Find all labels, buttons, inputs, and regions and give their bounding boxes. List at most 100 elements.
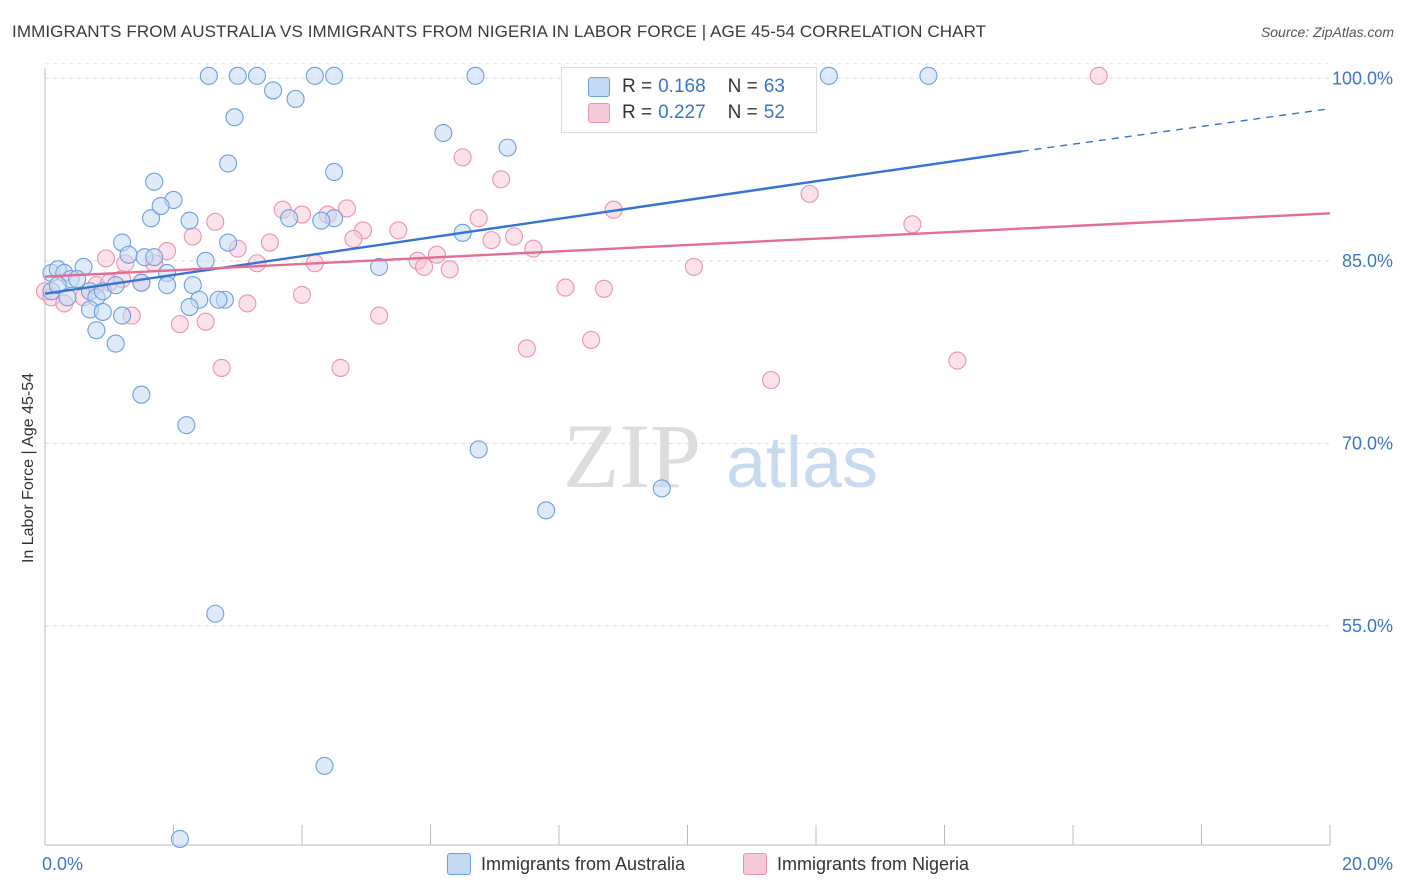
legend-item-australia[interactable]: Immigrants from Australia	[447, 852, 685, 876]
nigeria-legend-label: Immigrants from Nigeria	[777, 853, 970, 874]
nigeria-point	[238, 294, 257, 313]
legend-row-nigeria: R = 0.227 N = 52	[588, 101, 785, 125]
source-credit: Source: ZipAtlas.com	[1260, 24, 1394, 40]
australia-trend-extension	[1021, 107, 1331, 152]
australia-point	[305, 66, 324, 85]
r-label: R =	[622, 102, 653, 123]
australia-point	[228, 66, 247, 85]
australia-point	[132, 385, 151, 404]
australia-point	[141, 209, 161, 228]
n-label: N =	[727, 102, 758, 123]
nigeria-point	[292, 285, 312, 304]
australia-point	[219, 154, 238, 173]
nigeria-trend-line	[44, 212, 1331, 278]
chart-title: IMMIGRANTS FROM AUSTRALIA VS IMMIGRANTS …	[12, 22, 987, 41]
australia-point	[466, 66, 485, 85]
nigeria-point	[260, 233, 279, 252]
nigeria-point	[170, 315, 189, 334]
data-points	[35, 66, 1108, 848]
australia-point	[219, 233, 238, 252]
australia-point	[209, 290, 228, 309]
nigeria-point	[594, 279, 614, 298]
australia-point	[919, 66, 938, 85]
y-tick-label: 70.0%	[1342, 433, 1393, 453]
nigeria-point	[337, 199, 357, 218]
nigeria-n-value: 52	[763, 102, 785, 123]
nigeria-point	[370, 306, 389, 325]
australia-point	[286, 89, 305, 108]
australia-point	[58, 288, 77, 307]
australia-point	[312, 211, 331, 230]
australia-point	[145, 248, 164, 267]
nigeria-point	[482, 231, 501, 250]
watermark-zip: ZIP	[563, 405, 701, 507]
australia-point	[132, 273, 151, 292]
y-tick-label: 100.0%	[1332, 68, 1393, 88]
australia-swatch	[588, 77, 610, 97]
r-label: R =	[622, 76, 653, 97]
watermark-atlas: atlas	[726, 423, 878, 503]
tick-labels: 55.0% 70.0% 85.0% 100.0% 0.0% 20.0%	[42, 68, 1393, 874]
y-tick-label: 85.0%	[1342, 251, 1393, 271]
australia-point	[93, 302, 112, 321]
australia-point	[370, 257, 389, 276]
watermark: ZIP atlas	[563, 405, 878, 507]
australia-point	[498, 138, 517, 157]
nigeria-point	[183, 227, 202, 246]
australia-n-value: 63	[763, 76, 785, 97]
australia-point	[537, 501, 556, 520]
australia-point	[113, 306, 132, 325]
trend-lines	[44, 107, 1331, 295]
australia-point	[315, 756, 334, 775]
australia-point	[170, 829, 189, 848]
nigeria-point	[761, 371, 781, 390]
australia-legend-swatch	[447, 853, 471, 875]
nigeria-point	[504, 227, 524, 246]
australia-point	[196, 251, 215, 270]
nigeria-point	[800, 184, 819, 203]
stats-legend: R = 0.168 N = 63 R = 0.227 N = 52	[561, 67, 817, 133]
legend-item-nigeria[interactable]: Immigrants from Nigeria	[743, 852, 969, 876]
nigeria-point	[469, 209, 488, 228]
nigeria-legend-swatch	[743, 853, 767, 875]
nigeria-r-value: 0.227	[658, 102, 706, 123]
axes	[44, 68, 1331, 846]
australia-trend-line	[44, 150, 1022, 295]
australia-point	[206, 604, 225, 623]
australia-point	[180, 298, 199, 317]
australia-point	[180, 211, 199, 230]
nigeria-point	[684, 257, 703, 276]
australia-point	[247, 66, 267, 85]
australia-r-value: 0.168	[658, 76, 706, 97]
australia-point	[199, 66, 218, 85]
australia-point	[119, 245, 138, 264]
australia-point	[225, 108, 244, 127]
australia-point	[434, 123, 453, 143]
nigeria-point	[212, 358, 231, 377]
nigeria-point	[440, 260, 459, 279]
australia-point	[264, 81, 283, 100]
nigeria-point	[196, 312, 215, 331]
australia-point	[151, 196, 170, 216]
australia-point	[106, 334, 125, 353]
australia-point	[652, 479, 671, 498]
grid-lines	[45, 63, 1330, 627]
x-tick-label-min: 0.0%	[42, 854, 83, 874]
nigeria-point	[389, 221, 408, 240]
nigeria-point	[427, 245, 446, 264]
nigeria-point	[492, 170, 511, 189]
nigeria-point	[556, 278, 575, 297]
australia-point	[325, 66, 344, 85]
nigeria-point	[517, 339, 536, 358]
nigeria-point	[1089, 66, 1108, 85]
legend-row-australia: R = 0.168 N = 63	[588, 75, 785, 99]
nigeria-point	[948, 351, 967, 370]
australia-point	[158, 276, 177, 295]
nigeria-point	[453, 148, 472, 167]
nigeria-point	[582, 330, 601, 349]
y-axis-label: In Labor Force | Age 45-54	[20, 372, 37, 564]
y-tick-label: 55.0%	[1342, 616, 1393, 636]
nigeria-point	[96, 249, 116, 268]
x-tick-label-max: 20.0%	[1342, 854, 1393, 874]
